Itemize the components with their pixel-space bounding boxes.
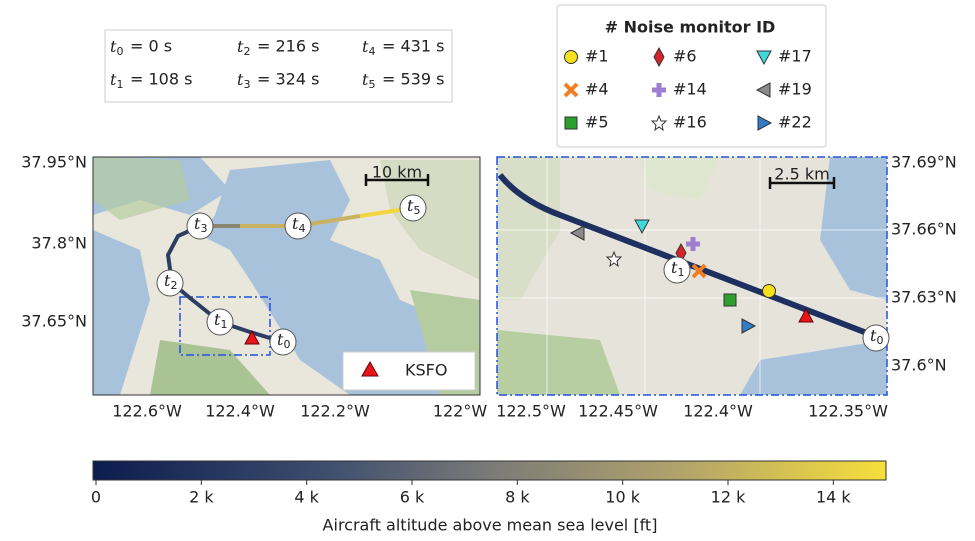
time-value: = 431 s	[382, 37, 444, 56]
legend-label: #5	[585, 113, 609, 132]
scale-label: 10 km	[372, 163, 422, 182]
legend-label: #1	[585, 47, 609, 66]
time-index: 2	[170, 279, 177, 292]
time-index: 4	[368, 45, 375, 58]
lon-label: 122.35°W	[808, 402, 888, 421]
time-index: 4	[298, 222, 305, 235]
monitor-marker	[763, 285, 776, 298]
time-index: 0	[283, 338, 290, 351]
lon-label: 122°W	[433, 402, 488, 421]
figure: # Noise monitor ID KSFO 10 km	[0, 0, 975, 541]
lon-label: 122.4°W	[683, 402, 753, 421]
legend-label: #6	[673, 47, 697, 66]
time-value: = 108 s	[130, 70, 192, 89]
legend-title: # Noise monitor ID	[605, 18, 776, 37]
colorbar-tick-label: 12 k	[711, 488, 746, 507]
scale-label: 2.5 km	[774, 165, 829, 184]
time-index: 0	[116, 45, 123, 58]
colorbar-tick-label: 4 k	[294, 488, 319, 507]
lat-label: 37.8°N	[31, 234, 87, 253]
legend-label: #22	[778, 113, 812, 132]
legend-label: #19	[778, 80, 812, 99]
legend-label: #14	[673, 80, 707, 99]
lat-label: 37.69°N	[891, 153, 957, 172]
colorbar-tick-label: 6 k	[400, 488, 425, 507]
lon-label: 122.2°W	[300, 402, 370, 421]
colorbar-tick-label: 14 k	[816, 488, 851, 507]
time-value: = 539 s	[382, 70, 444, 89]
time-index: 2	[243, 45, 250, 58]
lat-label: 37.66°N	[891, 220, 957, 239]
colorbar-tick-label: 2 k	[189, 488, 214, 507]
lon-label: 122.4°W	[205, 402, 275, 421]
legend-marker	[565, 51, 578, 64]
legend-label: #17	[778, 47, 812, 66]
colorbar	[93, 461, 886, 480]
legend-label: #16	[673, 113, 707, 132]
colorbar-tick-label: 8 k	[505, 488, 530, 507]
time-value: = 0 s	[130, 37, 172, 56]
airport-label: KSFO	[405, 361, 447, 380]
colorbar-tick-label: 0	[91, 488, 101, 507]
lat-label: 37.63°N	[891, 288, 957, 307]
time-value: = 324 s	[257, 70, 319, 89]
monitor-marker	[724, 294, 736, 306]
time-index: 3	[243, 78, 250, 91]
right-map	[497, 157, 887, 395]
time-index: 1	[677, 266, 684, 279]
time-index: 1	[116, 78, 123, 91]
legend-marker	[565, 117, 577, 129]
time-index: 3	[200, 222, 207, 235]
time-index: 5	[368, 78, 375, 91]
lon-label: 122.6°W	[112, 402, 182, 421]
time-index: 1	[220, 318, 227, 331]
time-value: = 216 s	[257, 37, 319, 56]
lat-label: 37.6°N	[891, 356, 947, 375]
time-index: 5	[413, 204, 420, 217]
colorbar-tick-label: 10 k	[605, 488, 640, 507]
legend-label: #4	[585, 80, 609, 99]
lon-label: 122.5°W	[496, 402, 566, 421]
lat-label: 37.65°N	[21, 312, 87, 331]
lat-label: 37.95°N	[21, 153, 87, 172]
lon-label: 122.45°W	[578, 402, 658, 421]
colorbar-label: Aircraft altitude above mean sea level […	[323, 516, 658, 535]
time-index: 0	[876, 334, 883, 347]
